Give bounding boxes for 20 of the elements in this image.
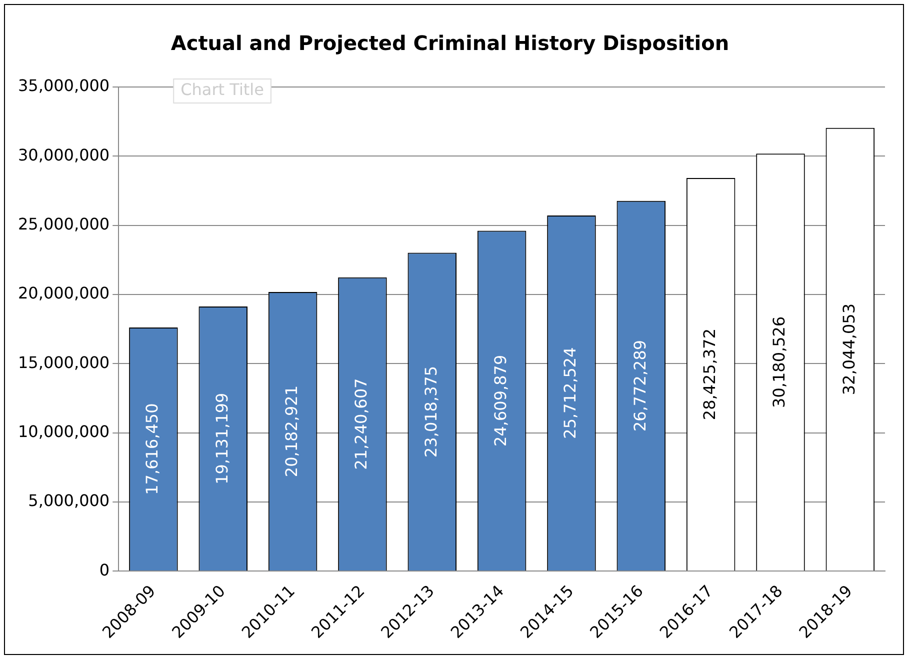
- y-tick-label: 15,000,000: [18, 352, 110, 372]
- y-tick-label: 35,000,000: [18, 76, 110, 96]
- data-label: 30,180,526: [770, 316, 789, 408]
- data-label: 28,425,372: [700, 328, 719, 420]
- data-label: 19,131,199: [212, 392, 232, 484]
- data-label: 24,609,879: [490, 354, 510, 446]
- data-label: 32,044,053: [839, 303, 858, 396]
- y-tick-label: 25,000,000: [18, 214, 110, 234]
- data-label: 23,018,375: [421, 366, 440, 458]
- data-label: 17,616,450: [142, 403, 162, 495]
- data-label: 26,772,289: [630, 340, 650, 432]
- y-tick-label: 20,000,000: [18, 284, 110, 303]
- data-label: 20,182,921: [282, 386, 301, 478]
- chart-title: Actual and Projected Criminal History Disposition: [170, 31, 730, 56]
- y-tick-label: 10,000,000: [18, 422, 110, 441]
- y-tick-label: 30,000,000: [18, 145, 110, 164]
- data-label: 21,240,607: [352, 378, 371, 470]
- data-label: 25,712,524: [560, 347, 580, 439]
- y-tick-label: 0: [99, 560, 110, 580]
- y-tick-label: 5,000,000: [28, 491, 110, 510]
